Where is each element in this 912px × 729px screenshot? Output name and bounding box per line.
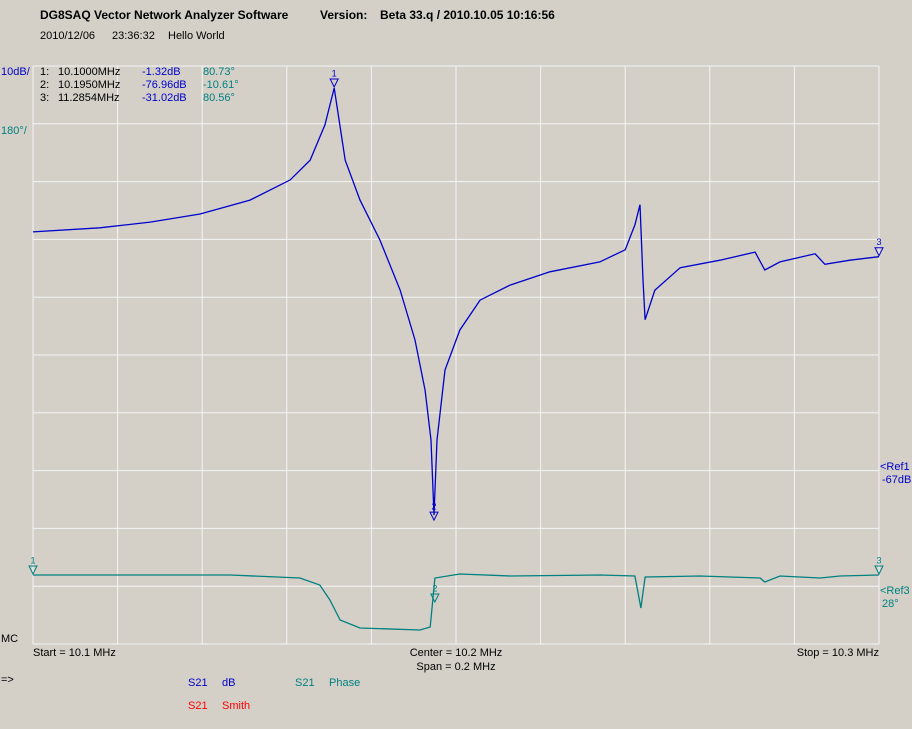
marker-cell: 80.73° — [203, 66, 235, 78]
marker-triangle — [430, 593, 440, 604]
marker-triangle — [329, 78, 339, 89]
ref3-value: 28° — [882, 598, 899, 610]
trace — [32, 87, 880, 516]
marker-cell: 2: — [40, 79, 49, 91]
marker-label: 2 — [432, 583, 437, 593]
legend-param[interactable]: S21 — [188, 700, 208, 712]
marker-triangle — [874, 565, 884, 576]
legend-param[interactable]: S21 — [295, 677, 315, 689]
ref1-value: -67dB — [882, 474, 911, 486]
ref3: <Ref3 — [880, 585, 910, 597]
mc-label: MC — [1, 633, 18, 645]
marker-cell: 1: — [40, 66, 49, 78]
ref1: <Ref1 — [880, 461, 910, 473]
marker-label: 2 — [431, 501, 436, 511]
marker-triangle — [28, 565, 38, 576]
date: 2010/12/06 — [40, 30, 95, 42]
marker-label: 1 — [30, 555, 35, 565]
start-freq: Start = 10.1 MHz — [33, 647, 116, 659]
stop-freq: Stop = 10.3 MHz — [797, 647, 879, 659]
marker-cell: 3: — [40, 92, 49, 104]
center-freq: Center = 10.2 MHz — [410, 647, 503, 659]
marker-cell: -10.61° — [203, 79, 239, 91]
db-scale: 10dB/ — [1, 66, 31, 78]
legend-param[interactable]: S21 — [188, 677, 208, 689]
marker-triangle — [429, 511, 439, 522]
legend-name[interactable]: Phase — [329, 677, 360, 689]
app-title: DG8SAQ Vector Network Analyzer Software — [40, 8, 289, 22]
legend-name[interactable]: dB — [222, 677, 235, 689]
version: Beta 33.q / 2010.10.05 10:16:56 — [380, 8, 555, 22]
span-freq: Span = 0.2 MHz — [416, 661, 495, 673]
marker-triangle — [874, 247, 884, 257]
marker-cell: -1.32dB — [142, 66, 181, 78]
marker-label: 3 — [876, 237, 881, 247]
prompt: => — [1, 674, 14, 686]
version-label: Version: — [320, 8, 367, 22]
legend-name[interactable]: Smith — [222, 700, 250, 712]
marker-cell: 10.1000MHz — [58, 66, 120, 78]
note: Hello World — [168, 30, 225, 42]
marker-label: 3 — [876, 555, 881, 565]
marker-cell: 10.1950MHz — [58, 79, 120, 91]
marker-cell: -76.96dB — [142, 79, 187, 91]
trace — [33, 573, 880, 631]
marker-cell: 80.56° — [203, 92, 235, 104]
marker-cell: 11.2854MHz — [58, 92, 120, 104]
time: 23:36:32 — [112, 30, 155, 42]
marker-cell: -31.02dB — [142, 92, 187, 104]
phase-scale: 180°/ — [1, 125, 28, 137]
marker-label: 1 — [332, 68, 337, 78]
